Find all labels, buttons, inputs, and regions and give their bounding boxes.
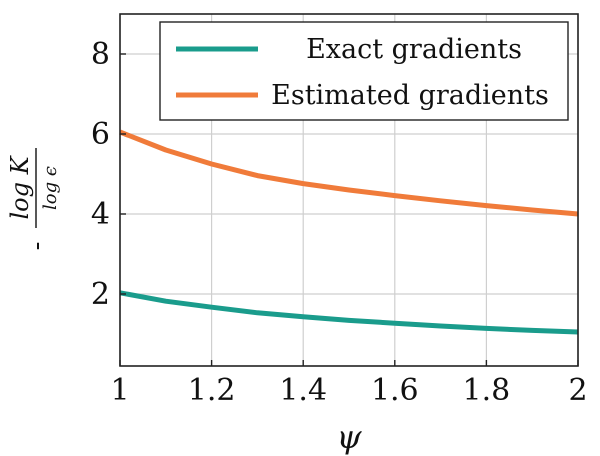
legend: Exact gradients Estimated gradients bbox=[159, 21, 569, 121]
legend-label-estimated: Estimated gradients bbox=[271, 80, 549, 111]
plot-frame bbox=[119, 13, 579, 367]
series-line-exact bbox=[119, 290, 579, 335]
y-tick-label: 2 bbox=[91, 277, 110, 312]
series-line-estimated bbox=[119, 129, 579, 217]
tick-labels: 1 1.2 1.4 1.6 1.8 2 2 4 6 8 bbox=[91, 37, 588, 408]
y-label-numerator: log K bbox=[6, 154, 34, 219]
x-tick-label: 1.8 bbox=[463, 373, 511, 408]
x-tick-label: 1.2 bbox=[188, 373, 236, 408]
x-tick-label: 2 bbox=[568, 373, 587, 408]
series-layer bbox=[119, 129, 579, 335]
x-tick-label: 1.6 bbox=[371, 373, 419, 408]
y-tick-label: 4 bbox=[91, 197, 110, 232]
y-label-denominator: log ϵ bbox=[40, 166, 61, 210]
legend-label-exact: Exact gradients bbox=[306, 34, 522, 65]
x-tick-label: 1 bbox=[110, 373, 129, 408]
x-tick-label: 1.4 bbox=[279, 373, 327, 408]
x-axis-label: ψ bbox=[336, 418, 362, 456]
y-label-prefix: - bbox=[22, 242, 52, 251]
y-axis-label: - log K log ϵ bbox=[6, 148, 61, 250]
legend-box bbox=[159, 21, 569, 121]
y-tick-label: 6 bbox=[91, 117, 110, 152]
y-tick-label: 8 bbox=[91, 37, 110, 72]
